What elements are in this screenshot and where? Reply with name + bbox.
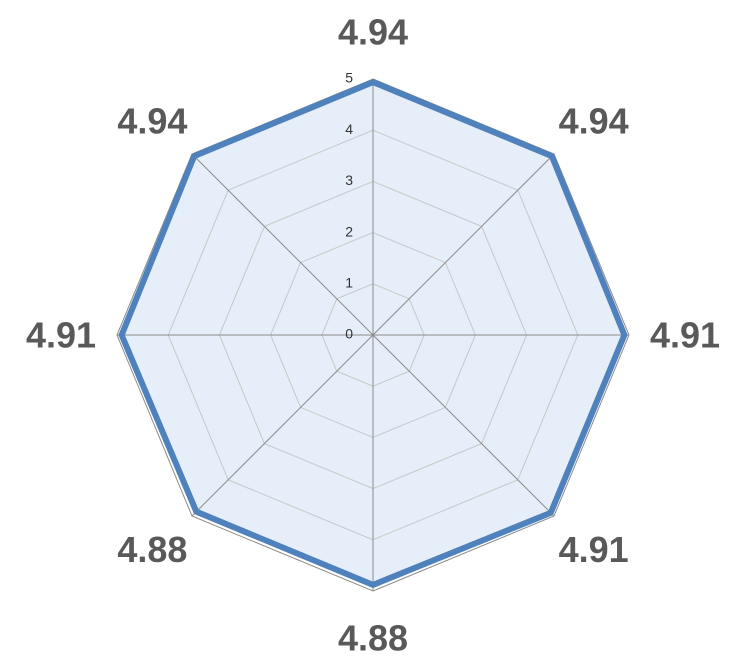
data-label: 4.94 — [117, 100, 187, 141]
y-tick-label: 2 — [345, 223, 353, 239]
data-label: 4.94 — [559, 100, 629, 141]
spoke — [372, 153, 555, 336]
data-label: 4.88 — [117, 529, 187, 570]
data-label: 4.91 — [26, 315, 96, 356]
data-label: 4.94 — [338, 12, 408, 53]
y-tick-label: 1 — [345, 275, 353, 291]
radar-line — [118, 78, 628, 589]
spoke — [191, 334, 374, 517]
data-label: 4.88 — [338, 618, 408, 659]
y-tick-label: 0 — [345, 326, 353, 342]
y-tick-label: 5 — [345, 70, 353, 86]
data-label: 4.91 — [650, 315, 720, 356]
y-tick-label: 3 — [345, 172, 353, 188]
spoke — [372, 334, 555, 517]
data-label: 4.91 — [559, 529, 629, 570]
y-tick-label: 4 — [345, 121, 353, 137]
spoke — [191, 153, 374, 336]
